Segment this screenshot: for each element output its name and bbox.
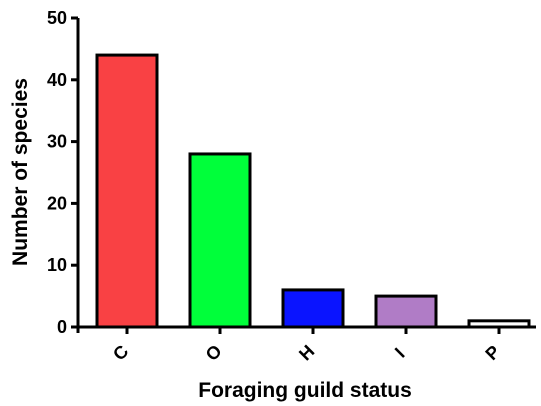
bar-o [188, 152, 252, 329]
y-axis-title: Number of species [9, 78, 32, 266]
bar-h [281, 288, 345, 329]
y-tick-label: 30 [47, 132, 67, 152]
x-axis-title: Foraging guild status [198, 379, 412, 402]
y-tick-label: 10 [47, 255, 67, 275]
y-tick-label: 40 [47, 70, 67, 90]
y-tick-label: 20 [47, 193, 67, 213]
x-tick-label: P [481, 341, 504, 364]
x-tick-label: H [295, 341, 318, 364]
y-tick-label: 50 [47, 8, 67, 28]
axes-group [71, 16, 536, 334]
x-tick-label: I [391, 344, 409, 362]
bar-i [374, 294, 438, 329]
bar-c [95, 53, 159, 329]
x-tick-label: C [109, 341, 132, 364]
x-tick-label: O [202, 341, 226, 365]
bars-group [95, 53, 531, 329]
y-tick-label: 0 [57, 317, 67, 337]
